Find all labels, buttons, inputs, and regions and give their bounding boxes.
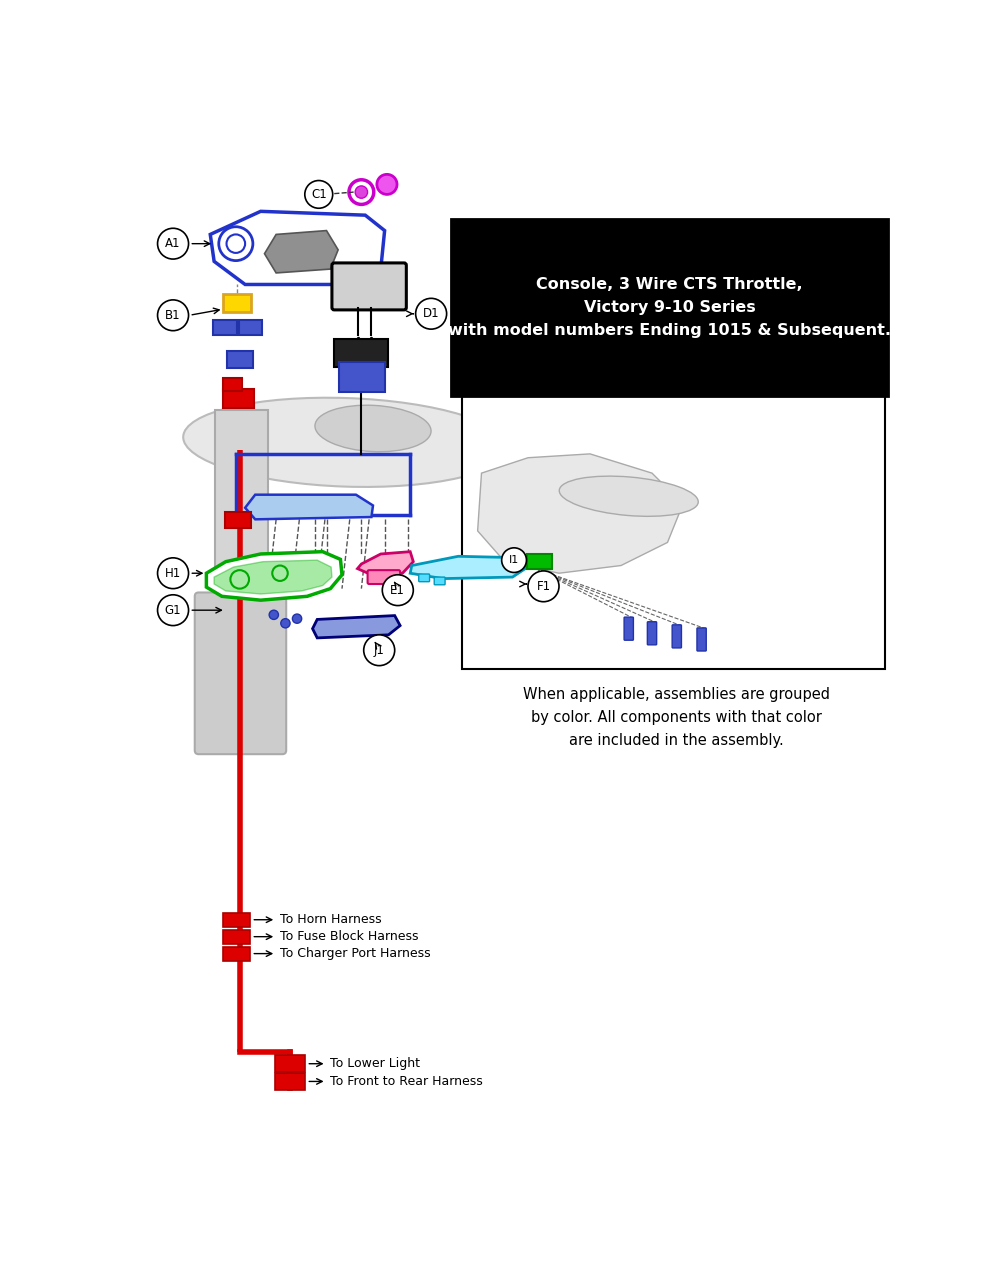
Text: G1: G1	[165, 603, 181, 617]
Circle shape	[377, 175, 397, 194]
Circle shape	[364, 635, 395, 665]
Text: I1: I1	[509, 555, 519, 565]
Text: To Horn Harness: To Horn Harness	[280, 914, 382, 926]
FancyBboxPatch shape	[223, 389, 254, 408]
Circle shape	[158, 300, 189, 331]
FancyBboxPatch shape	[225, 512, 251, 528]
Text: To Front to Rear Harness: To Front to Rear Harness	[330, 1074, 483, 1088]
FancyBboxPatch shape	[332, 264, 406, 310]
Circle shape	[292, 614, 302, 623]
FancyBboxPatch shape	[223, 912, 250, 926]
FancyBboxPatch shape	[223, 379, 242, 390]
FancyBboxPatch shape	[672, 625, 681, 647]
FancyBboxPatch shape	[334, 340, 388, 367]
FancyBboxPatch shape	[227, 351, 253, 367]
Text: To Charger Port Harness: To Charger Port Harness	[280, 948, 431, 960]
Circle shape	[416, 298, 447, 329]
Circle shape	[382, 575, 413, 606]
Circle shape	[281, 618, 290, 628]
Circle shape	[502, 547, 526, 573]
FancyBboxPatch shape	[223, 930, 250, 944]
Polygon shape	[358, 551, 413, 575]
Text: B1: B1	[165, 309, 181, 322]
Polygon shape	[478, 454, 683, 573]
FancyBboxPatch shape	[419, 574, 430, 582]
Circle shape	[528, 571, 559, 602]
Bar	[462, 397, 885, 669]
FancyBboxPatch shape	[223, 294, 251, 312]
Ellipse shape	[315, 405, 431, 452]
FancyBboxPatch shape	[223, 946, 250, 960]
Text: C1: C1	[311, 188, 327, 201]
FancyBboxPatch shape	[195, 593, 286, 754]
Text: J1: J1	[374, 644, 385, 656]
Text: E1: E1	[390, 584, 405, 597]
Text: Console, 3 Wire CTS Throttle,
Victory 9-10 Series
with model numbers Ending 1015: Console, 3 Wire CTS Throttle, Victory 9-…	[448, 277, 891, 338]
Text: D1: D1	[423, 307, 439, 321]
Polygon shape	[210, 212, 385, 285]
Polygon shape	[410, 556, 526, 579]
Ellipse shape	[559, 476, 698, 517]
FancyBboxPatch shape	[527, 554, 552, 569]
FancyBboxPatch shape	[697, 628, 706, 651]
FancyBboxPatch shape	[239, 319, 262, 336]
Circle shape	[269, 611, 278, 620]
Text: A1: A1	[165, 237, 181, 250]
Bar	[450, 219, 888, 397]
Polygon shape	[313, 616, 400, 637]
Text: When applicable, assemblies are grouped
by color. All components with that color: When applicable, assemblies are grouped …	[523, 687, 830, 748]
Circle shape	[158, 557, 189, 589]
Circle shape	[158, 594, 189, 626]
Text: To Fuse Block Harness: To Fuse Block Harness	[280, 930, 418, 943]
Text: To Lower Light: To Lower Light	[330, 1057, 420, 1071]
FancyBboxPatch shape	[275, 1073, 305, 1090]
FancyBboxPatch shape	[434, 576, 445, 585]
Text: F1: F1	[536, 580, 551, 593]
Polygon shape	[264, 231, 338, 272]
Circle shape	[158, 228, 189, 258]
FancyBboxPatch shape	[624, 617, 633, 640]
Polygon shape	[206, 551, 342, 601]
FancyBboxPatch shape	[339, 362, 385, 392]
Circle shape	[305, 180, 333, 208]
FancyBboxPatch shape	[647, 622, 657, 645]
Circle shape	[219, 227, 253, 261]
Circle shape	[355, 186, 368, 198]
Ellipse shape	[183, 398, 509, 487]
FancyBboxPatch shape	[213, 319, 237, 336]
Text: H1: H1	[165, 566, 181, 580]
Polygon shape	[245, 494, 373, 519]
FancyBboxPatch shape	[215, 411, 268, 628]
FancyBboxPatch shape	[368, 570, 400, 584]
Circle shape	[349, 180, 374, 204]
Polygon shape	[214, 560, 332, 594]
FancyBboxPatch shape	[275, 1055, 305, 1072]
